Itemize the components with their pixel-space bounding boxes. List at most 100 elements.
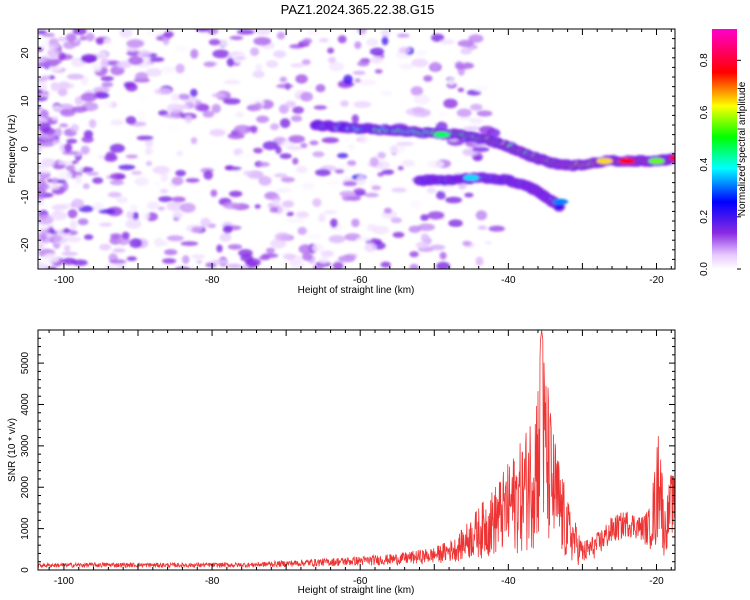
noise-blob	[431, 33, 445, 42]
noise-blob	[62, 257, 77, 265]
noise-blob	[477, 225, 488, 230]
noise-blob	[103, 153, 118, 162]
noise-blob	[92, 63, 102, 72]
noise-blob	[398, 46, 411, 54]
noise-blob	[171, 176, 184, 186]
noise-blob	[276, 31, 286, 40]
noise-blob	[176, 150, 183, 157]
noise-blob	[436, 261, 451, 269]
noise-blob	[302, 38, 313, 44]
noise-blob	[300, 142, 308, 149]
noise-blob	[463, 126, 481, 131]
noise-blob	[62, 228, 71, 234]
noise-blob	[128, 56, 144, 66]
noise-blob	[356, 175, 366, 186]
noise-blob	[233, 124, 251, 135]
noise-blob	[312, 264, 324, 269]
noise-blob	[337, 35, 347, 44]
noise-blob	[38, 214, 54, 225]
noise-blob	[423, 75, 433, 82]
noise-blob	[315, 84, 326, 93]
noise-blob	[38, 93, 51, 98]
noise-blob	[410, 86, 424, 96]
colorbar-axis: 0.0 0.2 0.4 0.6 0.8	[699, 53, 741, 276]
noise-blob	[351, 218, 360, 228]
noise-blob	[129, 238, 143, 249]
noise-blob	[265, 247, 276, 254]
noise-blob	[358, 134, 369, 144]
noise-blob	[69, 220, 77, 230]
noise-blob	[65, 236, 82, 243]
heatmap-x-tick-label: -60	[353, 275, 368, 286]
noise-blob	[219, 233, 232, 242]
noise-blob	[179, 104, 190, 110]
noise-blob	[134, 176, 150, 186]
noise-blob	[152, 165, 170, 175]
noise-blob	[137, 95, 149, 101]
noise-blob	[163, 31, 174, 38]
noise-blob	[391, 187, 407, 193]
noise-blob	[470, 103, 483, 111]
noise-blob	[137, 50, 151, 58]
noise-blob	[109, 143, 125, 153]
noise-blob	[472, 146, 490, 153]
snr-line-plot	[38, 330, 675, 569]
noise-blob	[354, 41, 362, 49]
noise-blob	[291, 115, 303, 122]
noise-blob	[279, 118, 291, 129]
noise-blob	[130, 204, 138, 212]
noise-blob	[236, 29, 255, 35]
noise-blob	[161, 240, 168, 247]
noise-blob	[353, 188, 366, 193]
noise-blob	[270, 123, 280, 131]
noise-blob	[85, 32, 95, 42]
snr-y-tick-label: 0	[20, 567, 31, 573]
noise-blob	[211, 93, 226, 98]
noise-blob	[282, 253, 296, 260]
noise-blob	[99, 243, 111, 251]
noise-blob	[259, 255, 271, 261]
noise-blob	[62, 150, 79, 155]
noise-blob	[125, 116, 137, 125]
noise-blob	[401, 159, 416, 167]
noise-blob	[369, 156, 379, 167]
noise-blob	[305, 234, 322, 239]
noise-blob	[119, 29, 133, 38]
noise-blob	[328, 235, 346, 244]
noise-blob	[100, 58, 109, 69]
noise-blob	[100, 100, 113, 108]
snr-y-tick-label: 4000	[20, 393, 31, 416]
noise-blob	[377, 172, 384, 177]
noise-blob	[74, 162, 84, 172]
noise-blob	[223, 79, 241, 85]
noise-blob	[51, 116, 59, 121]
noise-blob	[166, 201, 184, 211]
noise-blob	[409, 263, 419, 269]
noise-blob	[71, 59, 83, 68]
noise-blob	[88, 119, 97, 129]
noise-blob	[423, 119, 438, 126]
colorbar-tick-label: 0.6	[699, 105, 710, 119]
noise-blob	[242, 97, 254, 105]
noise-blob	[154, 88, 172, 95]
noise-blob	[288, 135, 305, 144]
noise-blob	[312, 151, 325, 158]
colorbar-tick-label: 0.4	[699, 157, 710, 171]
noise-blob	[210, 189, 218, 197]
snr-y-axis-label: SNR (10 * v/v)	[7, 418, 18, 482]
noise-blob	[179, 202, 196, 213]
noise-blob	[47, 48, 60, 58]
snr-x-axis-label: Height of straight line (km)	[298, 585, 415, 596]
page-title: PAZ1.2024.365.22.38.G15	[280, 2, 435, 17]
noise-blob	[476, 110, 493, 117]
noise-blob	[40, 158, 56, 168]
noise-blob	[58, 81, 70, 90]
noise-blob	[216, 244, 223, 253]
noise-blob	[171, 93, 180, 102]
noise-blob	[321, 137, 339, 144]
noise-blob	[126, 211, 134, 220]
noise-blob	[464, 192, 474, 198]
heatmap-y-axis-label: Frequency (Hz)	[7, 115, 18, 184]
